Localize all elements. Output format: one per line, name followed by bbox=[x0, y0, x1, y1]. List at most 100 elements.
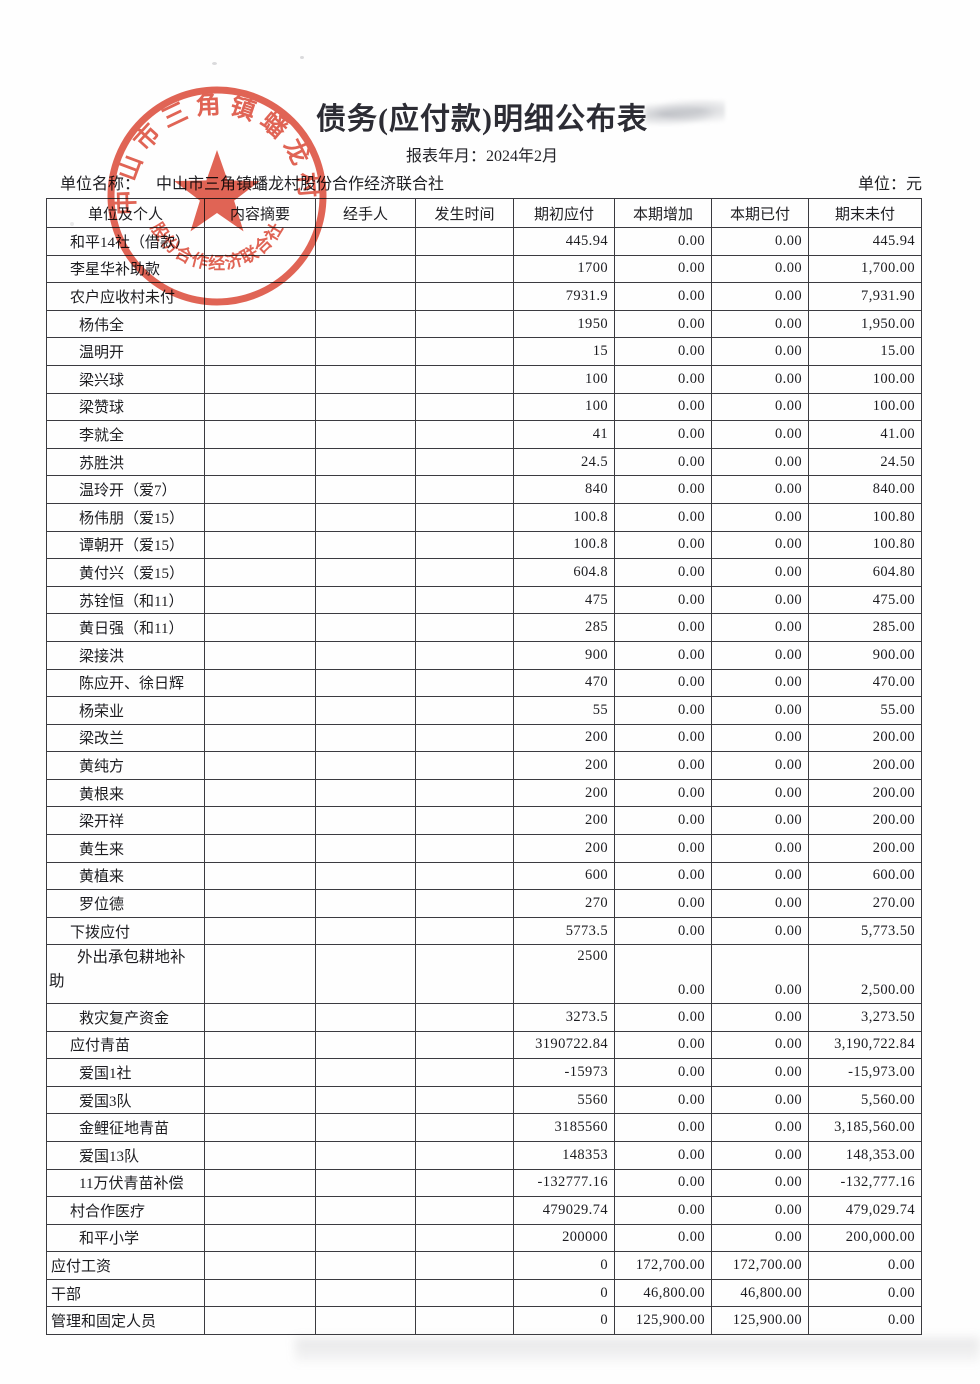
cell-payee-name: 爱国1社 bbox=[46, 1058, 205, 1087]
cell-handler bbox=[315, 392, 416, 422]
cell-date bbox=[415, 309, 514, 339]
table-row: 黄付兴（爱15） 604.8 0.00 0.00 604.80 bbox=[46, 558, 922, 587]
table-row: 爱国3队 5560 0.00 0.00 5,560.00 bbox=[46, 1085, 922, 1115]
cell-date bbox=[415, 227, 514, 256]
cell-increase: 0.00 bbox=[614, 1196, 712, 1225]
cell-closing-unpaid: 200.00 bbox=[808, 806, 922, 836]
cell-paid: 0.00 bbox=[711, 1058, 809, 1087]
cell-closing-unpaid: 604.80 bbox=[808, 558, 922, 587]
cell-paid: 0.00 bbox=[711, 282, 809, 311]
report-period: 报表年月：2024年2月 bbox=[405, 148, 558, 165]
cell-paid: 0.00 bbox=[711, 1140, 809, 1170]
cell-summary bbox=[204, 364, 316, 394]
cell-handler bbox=[315, 696, 416, 725]
cell-paid: 0.00 bbox=[711, 889, 809, 918]
cell-summary bbox=[204, 282, 316, 311]
cell-opening-payable: 200 bbox=[513, 723, 615, 753]
cell-opening-payable: 270 bbox=[513, 889, 615, 918]
column-header-4: 发生时间 bbox=[415, 198, 514, 228]
table-row: 黄生来 200 0.00 0.00 200.00 bbox=[46, 834, 922, 863]
column-header-7: 本期已付 bbox=[711, 198, 809, 228]
cell-increase: 0.00 bbox=[614, 227, 712, 256]
cell-handler bbox=[315, 861, 416, 891]
cell-increase: 0.00 bbox=[614, 861, 712, 891]
cell-payee-name: 爱国3队 bbox=[46, 1085, 205, 1115]
cell-date bbox=[415, 640, 514, 670]
cell-payee-name: 梁赞球 bbox=[46, 392, 205, 422]
table-row: 村合作医疗 479029.74 0.00 0.00 479,029.74 bbox=[46, 1196, 922, 1225]
cell-opening-payable: 840 bbox=[513, 475, 615, 504]
cell-payee-name: 罗位德 bbox=[46, 889, 205, 918]
cell-opening-payable: 3273.5 bbox=[513, 1002, 615, 1032]
cell-paid: 0.00 bbox=[711, 447, 809, 477]
cell-increase: 0.00 bbox=[614, 1030, 712, 1060]
cell-closing-unpaid: 1,950.00 bbox=[808, 309, 922, 339]
cell-opening-payable: 100 bbox=[513, 364, 615, 394]
table-row: 黄植来 600 0.00 0.00 600.00 bbox=[46, 861, 922, 891]
cell-opening-payable: 445.94 bbox=[513, 227, 615, 256]
cell-increase: 0.00 bbox=[614, 834, 712, 863]
cell-date bbox=[415, 1168, 514, 1198]
cell-paid: 0.00 bbox=[711, 723, 809, 753]
table-row: 管理和固定人员 0 125,900.00 125,900.00 0.00 bbox=[46, 1306, 922, 1336]
cell-payee-name: 杨荣业 bbox=[46, 696, 205, 725]
cell-opening-payable: 5560 bbox=[513, 1085, 615, 1115]
cell-closing-unpaid: 900.00 bbox=[808, 640, 922, 670]
cell-increase: 0.00 bbox=[614, 1085, 712, 1115]
cell-opening-payable: 5773.5 bbox=[513, 916, 615, 946]
cell-payee-name: 外出承包耕地补助 bbox=[46, 944, 205, 1004]
cell-summary bbox=[204, 585, 316, 615]
cell-date bbox=[415, 337, 514, 366]
cell-closing-unpaid: 200.00 bbox=[808, 834, 922, 863]
cell-paid: 0.00 bbox=[711, 364, 809, 394]
cell-summary bbox=[204, 778, 316, 808]
cell-payee-name: 谭朝开（爱15） bbox=[46, 530, 205, 560]
cell-date bbox=[415, 502, 514, 532]
cell-handler bbox=[315, 530, 416, 560]
cell-date bbox=[415, 944, 514, 1004]
table-row: 谭朝开（爱15） 100.8 0.00 0.00 100.80 bbox=[46, 530, 922, 560]
cell-date bbox=[415, 282, 514, 311]
cell-paid: 0.00 bbox=[711, 1002, 809, 1032]
table-row: 金鲤征地青苗 3185560 0.00 0.00 3,185,560.00 bbox=[46, 1113, 922, 1142]
cell-date bbox=[415, 392, 514, 422]
table-row: 爱国1社 -15973 0.00 0.00 -15,973.00 bbox=[46, 1058, 922, 1087]
cell-summary bbox=[204, 530, 316, 560]
cell-opening-payable: 470 bbox=[513, 668, 615, 698]
table-row: 李星华补助款 1700 0.00 0.00 1,700.00 bbox=[46, 254, 922, 284]
cell-increase: 0.00 bbox=[614, 254, 712, 284]
cell-payee-name: 和平14社（借款） bbox=[46, 227, 205, 256]
cell-closing-unpaid: 285.00 bbox=[808, 613, 922, 642]
cell-paid: 0.00 bbox=[711, 420, 809, 449]
payables-table: 单位及个人 内容摘要 经手人 发生时间 期初应付 本期增加 本期已付 期末未付 和平14社（借… bbox=[46, 198, 922, 1336]
cell-payee-name: 11万伏青苗补偿 bbox=[46, 1168, 205, 1198]
cell-handler bbox=[315, 420, 416, 449]
cell-summary bbox=[204, 309, 316, 339]
table-row: 黄根来 200 0.00 0.00 200.00 bbox=[46, 778, 922, 808]
cell-increase: 0.00 bbox=[614, 944, 712, 1004]
cell-opening-payable: 285 bbox=[513, 613, 615, 642]
unit-name: 单位名称： 中山市三角镇蟠龙村股份合作经济联合社 bbox=[60, 170, 444, 194]
cell-payee-name: 黄日强（和11） bbox=[46, 613, 205, 642]
cell-opening-payable: 3185560 bbox=[513, 1113, 615, 1142]
cell-increase: 0.00 bbox=[614, 392, 712, 422]
cell-date bbox=[415, 447, 514, 477]
cell-summary bbox=[204, 723, 316, 753]
cell-opening-payable: 200 bbox=[513, 778, 615, 808]
cell-summary bbox=[204, 392, 316, 422]
cell-paid: 0.00 bbox=[711, 1113, 809, 1142]
cell-summary bbox=[204, 889, 316, 918]
cell-paid: 0.00 bbox=[711, 861, 809, 891]
cell-payee-name: 黄植来 bbox=[46, 861, 205, 891]
cell-increase: 0.00 bbox=[614, 337, 712, 366]
cell-closing-unpaid: 7,931.90 bbox=[808, 282, 922, 311]
cell-handler bbox=[315, 778, 416, 808]
cell-paid: 46,800.00 bbox=[711, 1278, 809, 1308]
cell-payee-name: 李星华补助款 bbox=[46, 254, 205, 284]
cell-opening-payable: -15973 bbox=[513, 1058, 615, 1087]
cell-opening-payable: 479029.74 bbox=[513, 1196, 615, 1225]
cell-closing-unpaid: 479,029.74 bbox=[808, 1196, 922, 1225]
cell-closing-unpaid: 24.50 bbox=[808, 447, 922, 477]
cell-closing-unpaid: 0.00 bbox=[808, 1278, 922, 1308]
table-row: 爱国13队 148353 0.00 0.00 148,353.00 bbox=[46, 1140, 922, 1170]
